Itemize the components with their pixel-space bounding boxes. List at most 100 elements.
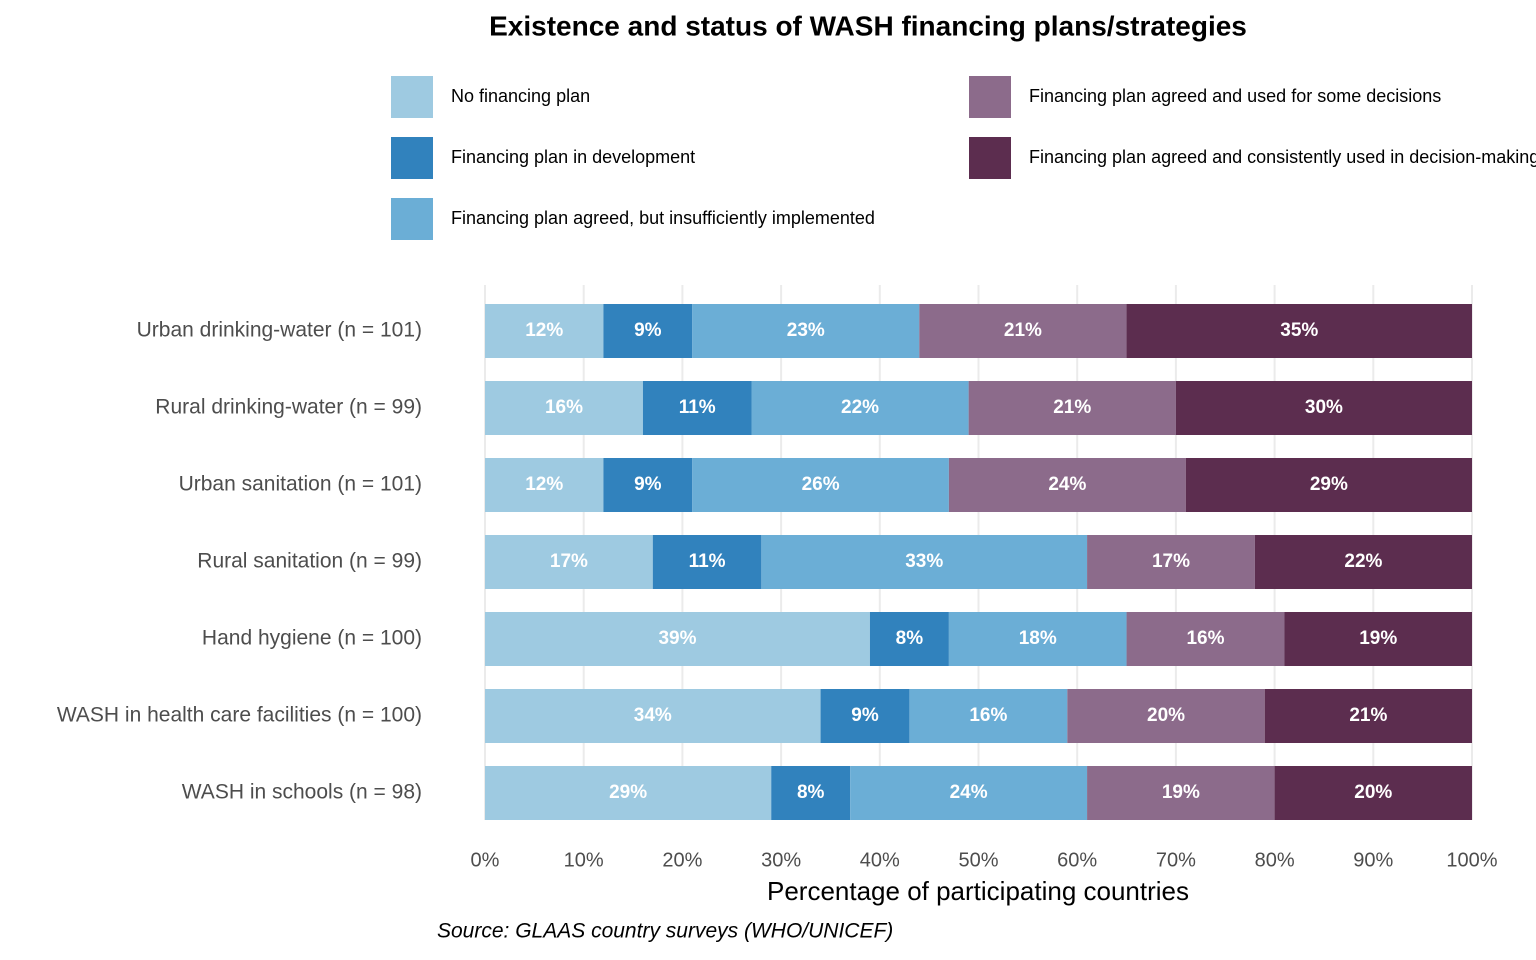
x-tick-label: 20% [662, 849, 702, 871]
y-tick-label: Hand hygiene (n = 100) [202, 627, 422, 650]
y-tick-label: WASH in schools (n = 98) [182, 781, 422, 804]
x-tick-label: 0% [471, 849, 500, 871]
bar-segment [1087, 766, 1275, 820]
value-label: 8% [896, 628, 924, 649]
value-label: 19% [1162, 782, 1200, 803]
value-label: 16% [545, 397, 583, 418]
legend-swatch [391, 76, 433, 118]
bar-segment [761, 535, 1088, 589]
value-label: 30% [1305, 397, 1343, 418]
bar-segment [485, 535, 653, 589]
bar-segment [1264, 689, 1472, 743]
bar-segment [1284, 612, 1472, 666]
bar-segment [1126, 304, 1472, 358]
bar-segment [1175, 381, 1472, 435]
value-label: 20% [1354, 782, 1392, 803]
value-label: 21% [1004, 320, 1042, 341]
y-tick-label: WASH in health care facilities (n = 100) [57, 704, 422, 727]
value-label: 8% [797, 782, 825, 803]
bar-segment [909, 689, 1068, 743]
x-tick-label: 60% [1057, 849, 1097, 871]
bar-segment [820, 689, 910, 743]
bar-segment [850, 766, 1088, 820]
bar-segment [692, 304, 920, 358]
value-label: 16% [1186, 628, 1224, 649]
value-label: 11% [689, 551, 726, 572]
value-label: 9% [634, 320, 662, 341]
value-label: 35% [1280, 320, 1318, 341]
legend-swatch [391, 137, 433, 179]
chart-title: Existence and status of WASH financing p… [489, 10, 1247, 41]
bar-segment [485, 766, 772, 820]
bar-segment [485, 381, 643, 435]
value-label: 21% [1053, 397, 1091, 418]
y-tick-label: Rural sanitation (n = 99) [197, 550, 422, 573]
value-label: 12% [525, 474, 563, 495]
bar-segment [485, 612, 870, 666]
x-tick-label: 40% [860, 849, 900, 871]
legend-label: Financing plan agreed, but insufficientl… [451, 208, 875, 228]
value-label: 11% [679, 397, 716, 418]
bar-segment [1067, 689, 1265, 743]
value-label: 12% [525, 320, 563, 341]
value-label: 26% [802, 474, 840, 495]
bar-segment [603, 458, 693, 512]
bar-segment [485, 304, 604, 358]
value-label: 29% [1310, 474, 1348, 495]
legend-swatch [391, 198, 433, 240]
value-label: 19% [1359, 628, 1397, 649]
legend-swatch [969, 76, 1011, 118]
bar-segment [919, 304, 1127, 358]
x-tick-label: 50% [958, 849, 998, 871]
value-label: 22% [1344, 551, 1382, 572]
y-tick-label: Urban sanitation (n = 101) [179, 473, 422, 496]
value-label: 24% [950, 782, 988, 803]
y-tick-label: Rural drinking-water (n = 99) [155, 396, 422, 419]
x-tick-label: 90% [1353, 849, 1393, 871]
x-tick-label: 80% [1255, 849, 1295, 871]
bar-segment [1087, 535, 1255, 589]
value-label: 21% [1349, 705, 1387, 726]
value-label: 16% [969, 705, 1007, 726]
bar-segment [948, 612, 1127, 666]
bar-segment [652, 535, 762, 589]
y-tick-label: Urban drinking-water (n = 101) [137, 319, 422, 342]
value-label: 17% [550, 551, 588, 572]
bar-segment [751, 381, 969, 435]
legend-label: Financing plan agreed and used for some … [1029, 86, 1441, 106]
legend-swatch [969, 137, 1011, 179]
caption: Source: GLAAS country surveys (WHO/UNICE… [437, 920, 893, 943]
legend-label: Financing plan in development [451, 147, 695, 167]
value-label: 20% [1147, 705, 1185, 726]
value-label: 9% [634, 474, 662, 495]
value-label: 24% [1048, 474, 1086, 495]
value-label: 29% [609, 782, 647, 803]
bar-segment [1126, 612, 1285, 666]
bar-segment [692, 458, 949, 512]
bar-segment [1185, 458, 1472, 512]
x-tick-label: 30% [761, 849, 801, 871]
x-tick-label: 10% [564, 849, 604, 871]
bar-segment [869, 612, 949, 666]
value-label: 9% [851, 705, 879, 726]
bar-segment [642, 381, 752, 435]
value-label: 18% [1019, 628, 1057, 649]
x-axis-title: Percentage of participating countries [767, 876, 1189, 906]
value-label: 33% [905, 551, 943, 572]
legend-label: No financing plan [451, 86, 590, 106]
value-label: 34% [634, 705, 672, 726]
bar-segment [948, 458, 1186, 512]
value-label: 17% [1152, 551, 1190, 572]
value-label: 23% [787, 320, 825, 341]
bar-segment [1274, 766, 1472, 820]
bar-segment [603, 304, 693, 358]
bar-segment [968, 381, 1176, 435]
legend-label: Financing plan agreed and consistently u… [1029, 147, 1536, 167]
value-label: 39% [658, 628, 696, 649]
bar-segment [485, 458, 604, 512]
bar-segment [771, 766, 851, 820]
bar-segment [1254, 535, 1472, 589]
x-tick-label: 100% [1446, 849, 1497, 871]
x-tick-label: 70% [1156, 849, 1196, 871]
